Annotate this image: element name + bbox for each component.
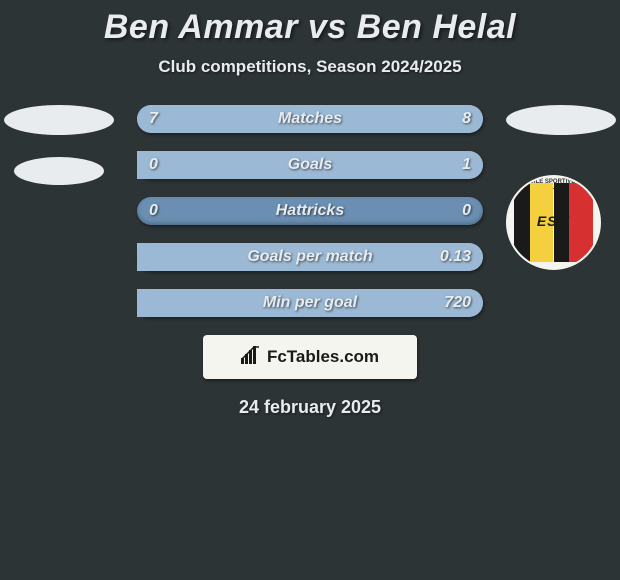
club-right-badge: ETOILE SPORTIVE DE METLAOUI 1950 ESM [506,175,601,270]
club-right: ETOILE SPORTIVE DE METLAOUI 1950 ESM [506,105,616,270]
club-left-ellipse-2 [14,157,104,185]
stat-bar: 00Hattricks [137,197,483,225]
stat-bar: 01Goals [137,151,483,179]
comparison-bars: 78Matches 01Goals 00Hattricks 0.13Goals per… [137,105,483,317]
bar-chart-icon [241,346,261,369]
stat-bar: 720Min per goal [137,289,483,317]
brand-badge: FcTables.com [203,335,417,379]
badge-letters: ESM [508,213,599,229]
brand-text: FcTables.com [267,347,379,367]
bar-label: Min per goal [137,289,483,317]
club-left [4,105,114,185]
page-subtitle: Club competitions, Season 2024/2025 [0,57,620,77]
page-title: Ben Ammar vs Ben Helal [0,0,620,47]
bar-label: Matches [137,105,483,133]
bar-label: Hattricks [137,197,483,225]
comparison-stage: ETOILE SPORTIVE DE METLAOUI 1950 ESM 78M… [0,105,620,317]
stat-bar: 78Matches [137,105,483,133]
club-right-ellipse [506,105,616,135]
club-left-ellipse-1 [4,105,114,135]
date-label: 24 february 2025 [0,397,620,418]
bar-label: Goals [137,151,483,179]
stat-bar: 0.13Goals per match [137,243,483,271]
bar-label: Goals per match [137,243,483,271]
